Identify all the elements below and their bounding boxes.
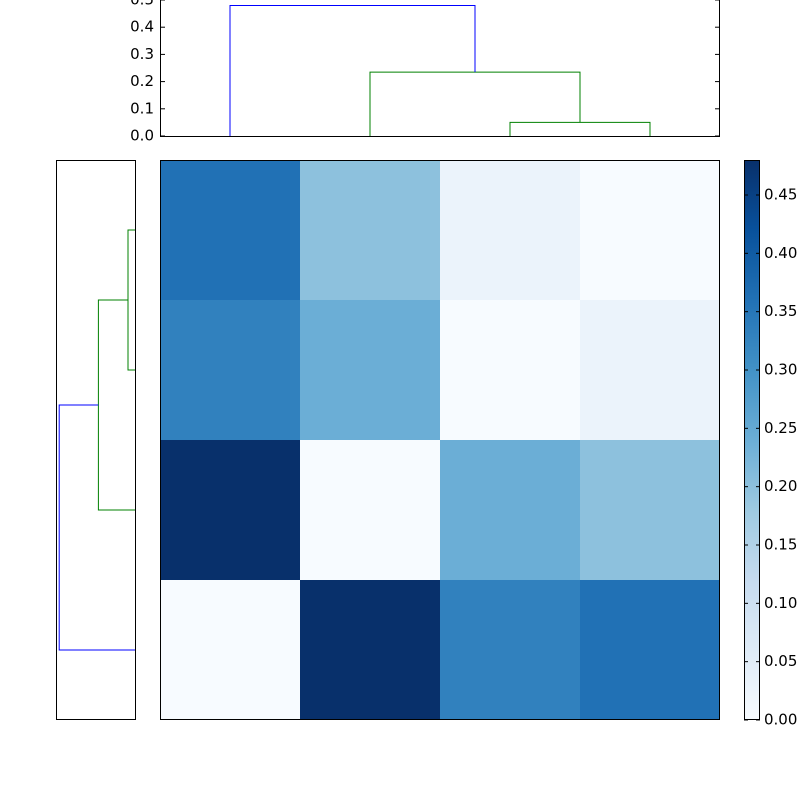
dendrogram-link <box>97 299 136 511</box>
colorbar <box>744 160 760 720</box>
colorbar-tick-label: 0.00 <box>764 711 797 729</box>
heatmap-cell <box>440 580 580 720</box>
heatmap-cell <box>440 160 580 300</box>
dendrogram-link <box>58 404 136 651</box>
heatmap-cell <box>440 300 580 440</box>
colorbar-tick-label: 0.25 <box>764 419 797 437</box>
heatmap-cell <box>440 440 580 580</box>
dendrogram-link <box>369 71 581 136</box>
dendrogram-link <box>127 229 136 371</box>
colorbar-tick-label: 0.35 <box>764 302 797 320</box>
heatmap-cell <box>300 160 440 300</box>
colorbar-frame <box>744 160 760 720</box>
heatmap-cell <box>160 580 300 720</box>
heatmap-cell <box>580 580 720 720</box>
axes-frame <box>160 160 720 720</box>
heatmap-cell <box>300 440 440 580</box>
colorbar-tick-label: 0.15 <box>764 536 797 554</box>
heatmap-cell <box>580 300 720 440</box>
heatmap-cell <box>580 160 720 300</box>
y-tick-label: 0.2 <box>130 72 154 90</box>
colorbar-tick-label: 0.20 <box>764 477 797 495</box>
y-tick-label: 0.3 <box>130 45 154 63</box>
colorbar-tick-label: 0.45 <box>764 186 797 204</box>
heatmap-cell <box>160 440 300 580</box>
dendrogram-link <box>229 4 476 136</box>
heatmap-cell <box>300 300 440 440</box>
heatmap-cell <box>300 580 440 720</box>
colorbar-tick-label: 0.30 <box>764 361 797 379</box>
heatmap-cell <box>580 440 720 580</box>
colorbar-tick-label: 0.05 <box>764 652 797 670</box>
y-tick-label: 0.1 <box>130 99 154 117</box>
colorbar-tick-label: 0.10 <box>764 594 797 612</box>
y-tick-label: 0.0 <box>130 127 154 145</box>
colorbar-tick-label: 0.40 <box>764 244 797 262</box>
dendrogram-link <box>509 121 651 136</box>
y-tick-label: 0.4 <box>130 18 154 36</box>
heatmap-cell <box>160 300 300 440</box>
axes-frame <box>160 0 720 137</box>
axes-frame <box>56 160 136 720</box>
y-tick-label: 0.5 <box>130 0 154 9</box>
heatmap-cell <box>160 160 300 300</box>
